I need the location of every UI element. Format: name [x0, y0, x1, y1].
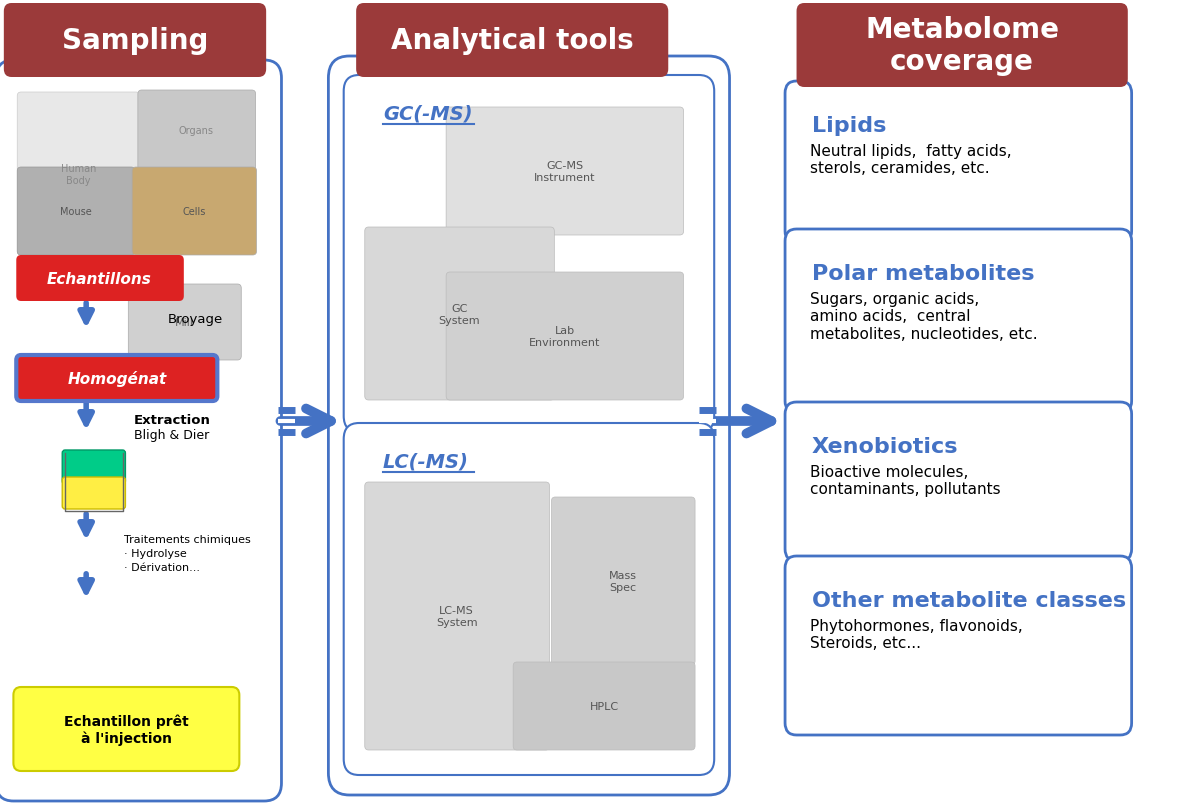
FancyBboxPatch shape	[128, 285, 241, 361]
FancyBboxPatch shape	[343, 76, 714, 432]
Text: Extraction: Extraction	[134, 413, 211, 426]
FancyBboxPatch shape	[447, 108, 683, 236]
Text: Lab
Environment: Lab Environment	[529, 326, 601, 347]
Text: Mass
Spec: Mass Spec	[609, 570, 637, 592]
FancyBboxPatch shape	[513, 663, 695, 750]
FancyBboxPatch shape	[17, 355, 217, 401]
Text: Phytohormones, flavonoids,
Steroids, etc...: Phytohormones, flavonoids, Steroids, etc…	[810, 618, 1023, 650]
FancyBboxPatch shape	[447, 272, 683, 401]
FancyBboxPatch shape	[17, 255, 184, 302]
Text: LC(-MS): LC(-MS)	[383, 452, 469, 471]
FancyBboxPatch shape	[62, 450, 126, 484]
Text: Mouse: Mouse	[59, 207, 91, 217]
FancyBboxPatch shape	[4, 4, 266, 78]
FancyBboxPatch shape	[13, 687, 239, 771]
FancyBboxPatch shape	[132, 168, 257, 255]
FancyBboxPatch shape	[18, 93, 140, 255]
FancyBboxPatch shape	[356, 4, 669, 78]
Text: Bioactive molecules,
contaminants, pollutants: Bioactive molecules, contaminants, pollu…	[810, 465, 1000, 497]
Text: Sugars, organic acids,
amino acids,  central
metabolites, nucleotides, etc.: Sugars, organic acids, amino acids, cent…	[810, 292, 1037, 341]
Text: GC(-MS): GC(-MS)	[383, 105, 473, 123]
Text: GC
System: GC System	[438, 304, 480, 325]
Text: Echantillon prêt
à l'injection: Echantillon prêt à l'injection	[64, 714, 189, 744]
Text: · Hydrolyse: · Hydrolyse	[125, 548, 188, 558]
FancyBboxPatch shape	[365, 228, 555, 401]
Text: Xenobiotics: Xenobiotics	[811, 436, 959, 457]
Text: Human
Body: Human Body	[61, 164, 96, 186]
Text: Broyage: Broyage	[168, 312, 223, 325]
Text: LC-MS
System: LC-MS System	[436, 606, 478, 627]
FancyBboxPatch shape	[0, 61, 282, 801]
Text: GC-MS
Instrument: GC-MS Instrument	[535, 161, 595, 182]
Text: Homogénat: Homogénat	[68, 371, 166, 387]
Text: Lipids: Lipids	[811, 116, 886, 135]
Text: Organs: Organs	[178, 126, 214, 135]
FancyBboxPatch shape	[785, 402, 1132, 561]
Text: Traitements chimiques: Traitements chimiques	[125, 534, 251, 544]
FancyBboxPatch shape	[551, 497, 695, 665]
Text: Analytical tools: Analytical tools	[391, 27, 633, 55]
FancyBboxPatch shape	[785, 556, 1132, 735]
Text: Other metabolite classes: Other metabolite classes	[811, 590, 1126, 610]
Text: Sampling: Sampling	[62, 27, 208, 55]
Text: Cells: Cells	[183, 207, 206, 217]
FancyBboxPatch shape	[785, 230, 1132, 414]
FancyBboxPatch shape	[138, 91, 255, 171]
Text: Echantillons: Echantillons	[48, 271, 152, 286]
FancyBboxPatch shape	[62, 478, 126, 509]
FancyBboxPatch shape	[785, 82, 1132, 243]
Text: HPLC: HPLC	[589, 702, 619, 711]
Text: Metabolome
coverage: Metabolome coverage	[865, 15, 1060, 76]
FancyBboxPatch shape	[796, 4, 1127, 88]
Text: · Dérivation...: · Dérivation...	[125, 562, 201, 573]
Text: Polar metabolites: Polar metabolites	[811, 264, 1035, 284]
FancyBboxPatch shape	[18, 168, 135, 255]
FancyBboxPatch shape	[343, 423, 714, 775]
FancyBboxPatch shape	[328, 57, 729, 795]
Text: Mill: Mill	[176, 318, 195, 328]
FancyBboxPatch shape	[365, 483, 550, 750]
Text: Bligh & Dier: Bligh & Dier	[134, 429, 209, 442]
Text: Neutral lipids,  fatty acids,
sterols, ceramides, etc.: Neutral lipids, fatty acids, sterols, ce…	[810, 144, 1011, 176]
